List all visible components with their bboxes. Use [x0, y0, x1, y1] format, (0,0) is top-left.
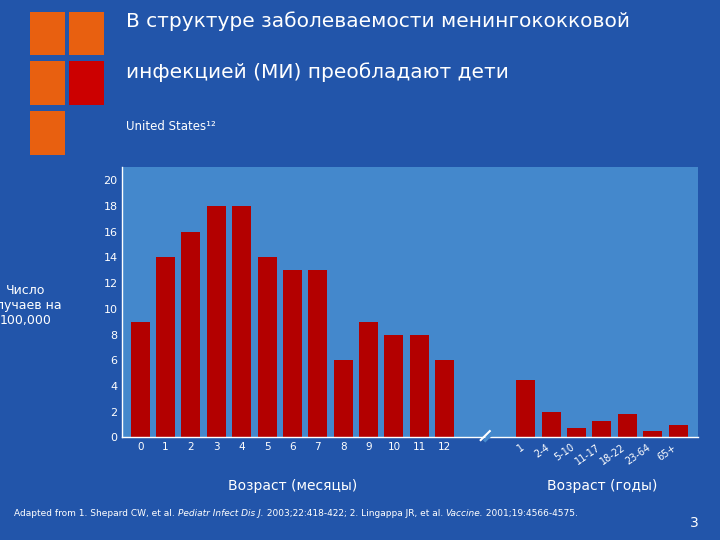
Bar	[308, 270, 328, 437]
Bar	[643, 431, 662, 437]
Bar	[30, 12, 65, 56]
Bar	[669, 424, 688, 437]
Bar	[69, 61, 104, 105]
Text: 2003;22:418-422; 2. Lingappa JR, et al.: 2003;22:418-422; 2. Lingappa JR, et al.	[264, 509, 446, 518]
Bar	[541, 411, 561, 437]
Bar	[232, 206, 251, 437]
Bar	[30, 111, 65, 154]
Text: Vaccine.: Vaccine.	[446, 509, 483, 518]
Text: Возраст (месяцы): Возраст (месяцы)	[228, 478, 357, 492]
Text: Adapted from 1. Shepard CW, et al.: Adapted from 1. Shepard CW, et al.	[14, 509, 178, 518]
Text: Число
случаев на
100,000: Число случаев на 100,000	[0, 284, 61, 327]
Bar	[207, 206, 226, 437]
Bar	[333, 360, 353, 437]
Text: Pediatr Infect Dis J.: Pediatr Infect Dis J.	[178, 509, 264, 518]
Bar	[130, 322, 150, 437]
Text: 3: 3	[690, 516, 698, 530]
Text: United States¹²: United States¹²	[126, 119, 216, 132]
Bar	[181, 232, 200, 437]
Text: Возраст (годы): Возраст (годы)	[546, 478, 657, 492]
Bar	[283, 270, 302, 437]
Bar	[30, 61, 65, 105]
Bar	[156, 258, 175, 437]
Bar	[435, 360, 454, 437]
Bar	[410, 335, 429, 437]
Bar	[69, 12, 104, 56]
Bar	[359, 322, 378, 437]
Bar	[384, 335, 403, 437]
Bar	[618, 414, 637, 437]
Bar	[516, 380, 536, 437]
Text: В структуре заболеваемости менингококковой: В структуре заболеваемости менингококков…	[126, 12, 630, 31]
Bar	[258, 258, 276, 437]
Text: 2001;19:4566-4575.: 2001;19:4566-4575.	[483, 509, 578, 518]
Bar	[593, 421, 611, 437]
Text: инфекцией (МИ) преобладают дети: инфекцией (МИ) преобладают дети	[126, 63, 509, 83]
Bar	[567, 428, 586, 437]
